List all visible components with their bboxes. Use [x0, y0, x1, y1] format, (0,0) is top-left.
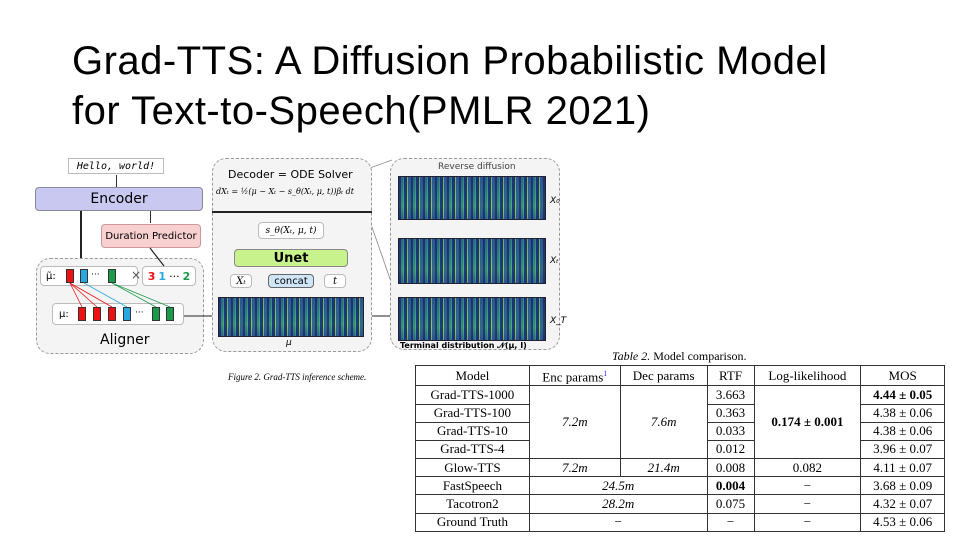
table-row: Tacotron2 28.2m 0.075−4.32 ± 0.07: [415, 494, 945, 514]
header-rtf: RTF: [706, 364, 755, 387]
title-line-1: Grad-TTS: A Diffusion Probabilistic Mode…: [72, 39, 828, 83]
score-function: s_θ(Xₜ, μ, t): [258, 222, 324, 239]
table-cell: FastSpeech: [415, 476, 530, 496]
table-cell: 7.2m: [528, 385, 621, 460]
header-log-likelihood: Log-likelihood: [753, 364, 862, 387]
table-cell: 7.6m: [619, 385, 708, 460]
table-cell: 0.012: [706, 439, 755, 460]
table-row: Glow-TTS 7.2m 21.4m 0.008 0.082 4.11 ± 0.07: [415, 458, 945, 478]
table-cell: 4.44 ± 0.05: [860, 385, 945, 405]
table-cell: 3.96 ± 0.07: [860, 439, 945, 460]
table-cell: 0.008: [706, 458, 755, 478]
table-cell: −: [706, 512, 755, 532]
header-model: Model: [415, 364, 530, 387]
table-caption: Table 2. Model comparison.: [612, 349, 747, 363]
table-cell: 28.2m: [528, 494, 708, 514]
spectrogram-xT: [398, 297, 546, 341]
header-enc-params: Enc params1: [528, 364, 621, 387]
table-cell: 0.033: [706, 421, 755, 441]
t-input: t: [324, 274, 346, 288]
xt-input: Xₜ: [230, 274, 252, 288]
header-mos: MOS: [860, 364, 945, 387]
table-cell: Grad-TTS-100: [415, 403, 530, 423]
table-cell: Grad-TTS-10: [415, 421, 530, 441]
table-cell: 0.004: [706, 476, 755, 496]
duration-predictor-block: Duration Predictor: [101, 224, 201, 248]
table-cell: 0.174 ± 0.001: [753, 385, 862, 460]
table-cell: Glow-TTS: [415, 458, 530, 478]
table-cell: 4.38 ± 0.06: [860, 421, 945, 441]
ellipsis: ···: [91, 270, 100, 280]
mu-spectrogram: [218, 297, 364, 337]
reverse-diffusion-label: Reverse diffusion: [438, 162, 516, 172]
concat-block: concat: [268, 274, 314, 288]
header-dec-params: Dec params: [619, 364, 708, 387]
table-cell: Ground Truth: [415, 512, 530, 532]
unet-block: Unet: [234, 249, 348, 267]
table-cell: −: [753, 512, 862, 532]
table-cell: 7.2m: [528, 458, 621, 478]
model-comparison-table: Model Enc params1 Dec params RTF Log-lik…: [415, 364, 945, 532]
table-cell: Grad-TTS-1000: [415, 385, 530, 405]
times-sign: ×: [131, 268, 142, 282]
ellipsis: ···: [135, 308, 144, 318]
table-cell: 4.11 ± 0.07: [860, 458, 945, 478]
table-cell: 4.38 ± 0.06: [860, 403, 945, 423]
duration-value: 2: [182, 269, 191, 283]
table-cell: −: [753, 494, 862, 514]
encoder-block: Encoder: [35, 187, 203, 211]
table-cell: −: [753, 476, 862, 496]
ellipsis: ···: [169, 269, 180, 283]
table-cell: 24.5m: [528, 476, 708, 496]
mu-label: μ:: [59, 308, 69, 320]
aligner-label: Aligner: [100, 332, 150, 348]
mu-tilde-label: μ̃:: [46, 270, 56, 282]
mu-spec-label: μ: [286, 338, 292, 348]
spectrogram-x0: [398, 176, 546, 220]
title-line-2: for Text-to-Speech(PMLR 2021): [72, 89, 651, 133]
table-row: Ground Truth − − −4.53 ± 0.06: [415, 512, 945, 532]
spectrogram-xt: [398, 238, 546, 284]
table-row: Grad-TTS-1000 7.2m 7.6m 3.663 0.174 ± 0.…: [415, 385, 945, 460]
x0-label: X₀: [550, 196, 560, 206]
xt-label: Xₜ: [550, 256, 559, 266]
table-row: Grad-TTS-4 0.012 3.96 ± 0.07: [415, 439, 945, 460]
table-cell: 0.075: [706, 494, 755, 514]
table-cell: 3.663: [706, 385, 755, 405]
table-cell: 4.53 ± 0.06: [860, 512, 945, 532]
decoder-title: Decoder = ODE Solver: [228, 168, 353, 181]
xT-label: X_T: [550, 316, 567, 326]
durations-box: 3 1 ··· 2: [142, 266, 196, 286]
table-cell: Grad-TTS-4: [415, 439, 530, 460]
table-cell: 21.4m: [619, 458, 708, 478]
input-text: Hello, world!: [68, 158, 164, 174]
terminal-distribution-label: Terminal distribution 𝒩(μ, I): [400, 341, 527, 350]
table-cell: −: [528, 512, 708, 532]
table-cell: 4.32 ± 0.07: [860, 494, 945, 514]
table-cell: 0.363: [706, 403, 755, 423]
table-cell: 0.082: [753, 458, 862, 478]
table-cell: 3.68 ± 0.09: [860, 476, 945, 496]
table-row: FastSpeech 24.5m 0.004−3.68 ± 0.09: [415, 476, 945, 496]
slide-title: Grad-TTS: A Diffusion Probabilistic Mode…: [72, 36, 828, 136]
table-cell: Tacotron2: [415, 494, 530, 514]
table-row: Grad-TTS-10 0.033 4.38 ± 0.06: [415, 421, 945, 441]
table-header-row: Model Enc params1 Dec params RTF Log-lik…: [415, 364, 945, 387]
ode-equation: dXₜ = ½(μ − Xₜ − s_θ(Xₜ, μ, t))βₜ dt: [216, 187, 354, 196]
duration-value: 1: [158, 269, 167, 283]
duration-value: 3: [147, 269, 156, 283]
table-row: Grad-TTS-100 0.363 4.38 ± 0.06: [415, 403, 945, 423]
figure-caption: Figure 2. Grad-TTS inference scheme.: [228, 372, 367, 382]
